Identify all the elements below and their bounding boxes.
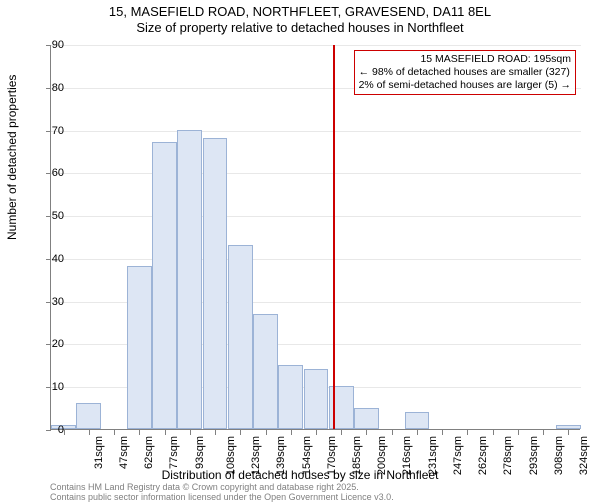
xtick-label: 293sqm bbox=[528, 436, 540, 475]
ytick-label: 40 bbox=[52, 253, 64, 265]
xtick-mark bbox=[215, 430, 216, 435]
xtick-label: 308sqm bbox=[553, 436, 565, 475]
annotation-line3: 2% of semi-detached houses are larger (5… bbox=[359, 79, 571, 92]
ytick-label: 20 bbox=[52, 338, 64, 350]
ytick-mark bbox=[46, 259, 51, 260]
xtick-mark bbox=[392, 430, 393, 435]
ytick-label: 0 bbox=[58, 424, 64, 436]
plot-region bbox=[50, 45, 580, 430]
xtick-label: 231sqm bbox=[427, 436, 439, 475]
xtick-mark bbox=[442, 430, 443, 435]
ytick-label: 80 bbox=[52, 82, 64, 94]
ytick-label: 10 bbox=[52, 381, 64, 393]
xtick-mark bbox=[266, 430, 267, 435]
y-axis-label: Number of detached properties bbox=[5, 75, 19, 240]
histogram-bar bbox=[405, 412, 430, 429]
histogram-bar bbox=[278, 365, 303, 429]
ytick-mark bbox=[46, 430, 51, 431]
xtick-label: 154sqm bbox=[301, 436, 313, 475]
footnote-line2: Contains public sector information licen… bbox=[50, 493, 394, 503]
chart-title: 15, MASEFIELD ROAD, NORTHFLEET, GRAVESEN… bbox=[0, 0, 600, 35]
xtick-mark bbox=[165, 430, 166, 435]
xtick-mark bbox=[89, 430, 90, 435]
xtick-mark bbox=[139, 430, 140, 435]
xtick-label: 139sqm bbox=[275, 436, 287, 475]
xtick-label: 247sqm bbox=[452, 436, 464, 475]
xtick-label: 185sqm bbox=[351, 436, 363, 475]
chart-area bbox=[50, 45, 580, 430]
ytick-label: 90 bbox=[52, 39, 64, 51]
xtick-mark bbox=[341, 430, 342, 435]
ytick-label: 70 bbox=[52, 125, 64, 137]
histogram-bar bbox=[203, 138, 228, 429]
xtick-mark bbox=[417, 430, 418, 435]
gridline bbox=[51, 45, 581, 46]
ytick-mark bbox=[46, 173, 51, 174]
annotation-line2: ← 98% of detached houses are smaller (32… bbox=[359, 66, 571, 79]
histogram-bar bbox=[152, 142, 177, 429]
ytick-mark bbox=[46, 344, 51, 345]
xtick-label: 31sqm bbox=[93, 436, 105, 469]
ytick-label: 60 bbox=[52, 167, 64, 179]
xtick-label: 62sqm bbox=[143, 436, 155, 469]
xtick-mark bbox=[493, 430, 494, 435]
title-line1: 15, MASEFIELD ROAD, NORTHFLEET, GRAVESEN… bbox=[0, 4, 600, 20]
xtick-label: 77sqm bbox=[168, 436, 180, 469]
xtick-label: 47sqm bbox=[118, 436, 130, 469]
title-line2: Size of property relative to detached ho… bbox=[0, 20, 600, 36]
reference-line bbox=[333, 45, 335, 429]
gridline bbox=[51, 131, 581, 132]
ytick-mark bbox=[46, 302, 51, 303]
ytick-mark bbox=[46, 387, 51, 388]
xtick-mark bbox=[366, 430, 367, 435]
xtick-label: 108sqm bbox=[225, 436, 237, 475]
xtick-mark bbox=[190, 430, 191, 435]
xtick-mark bbox=[467, 430, 468, 435]
ytick-mark bbox=[46, 216, 51, 217]
annotation-box: 15 MASEFIELD ROAD: 195sqm← 98% of detach… bbox=[354, 50, 576, 95]
xtick-label: 200sqm bbox=[376, 436, 388, 475]
xtick-label: 278sqm bbox=[503, 436, 515, 475]
histogram-bar bbox=[253, 314, 278, 430]
xtick-mark bbox=[568, 430, 569, 435]
histogram-bar bbox=[228, 245, 253, 429]
xtick-label: 123sqm bbox=[250, 436, 262, 475]
gridline bbox=[51, 173, 581, 174]
xtick-label: 216sqm bbox=[402, 436, 414, 475]
xtick-label: 170sqm bbox=[326, 436, 338, 475]
xtick-mark bbox=[291, 430, 292, 435]
xtick-label: 93sqm bbox=[194, 436, 206, 469]
histogram-bar bbox=[177, 130, 202, 429]
histogram-bar bbox=[76, 403, 101, 429]
histogram-bar bbox=[304, 369, 329, 429]
xtick-mark bbox=[543, 430, 544, 435]
xtick-label: 324sqm bbox=[578, 436, 590, 475]
gridline bbox=[51, 259, 581, 260]
xtick-mark bbox=[240, 430, 241, 435]
ytick-label: 50 bbox=[52, 210, 64, 222]
ytick-label: 30 bbox=[52, 296, 64, 308]
histogram-bar bbox=[354, 408, 379, 429]
ytick-mark bbox=[46, 45, 51, 46]
xtick-mark bbox=[114, 430, 115, 435]
ytick-mark bbox=[46, 88, 51, 89]
histogram-bar bbox=[556, 425, 581, 429]
ytick-mark bbox=[46, 131, 51, 132]
xtick-mark bbox=[518, 430, 519, 435]
histogram-bar bbox=[127, 266, 152, 429]
gridline bbox=[51, 216, 581, 217]
annotation-line1: 15 MASEFIELD ROAD: 195sqm bbox=[359, 53, 571, 66]
xtick-label: 262sqm bbox=[477, 436, 489, 475]
xtick-mark bbox=[316, 430, 317, 435]
